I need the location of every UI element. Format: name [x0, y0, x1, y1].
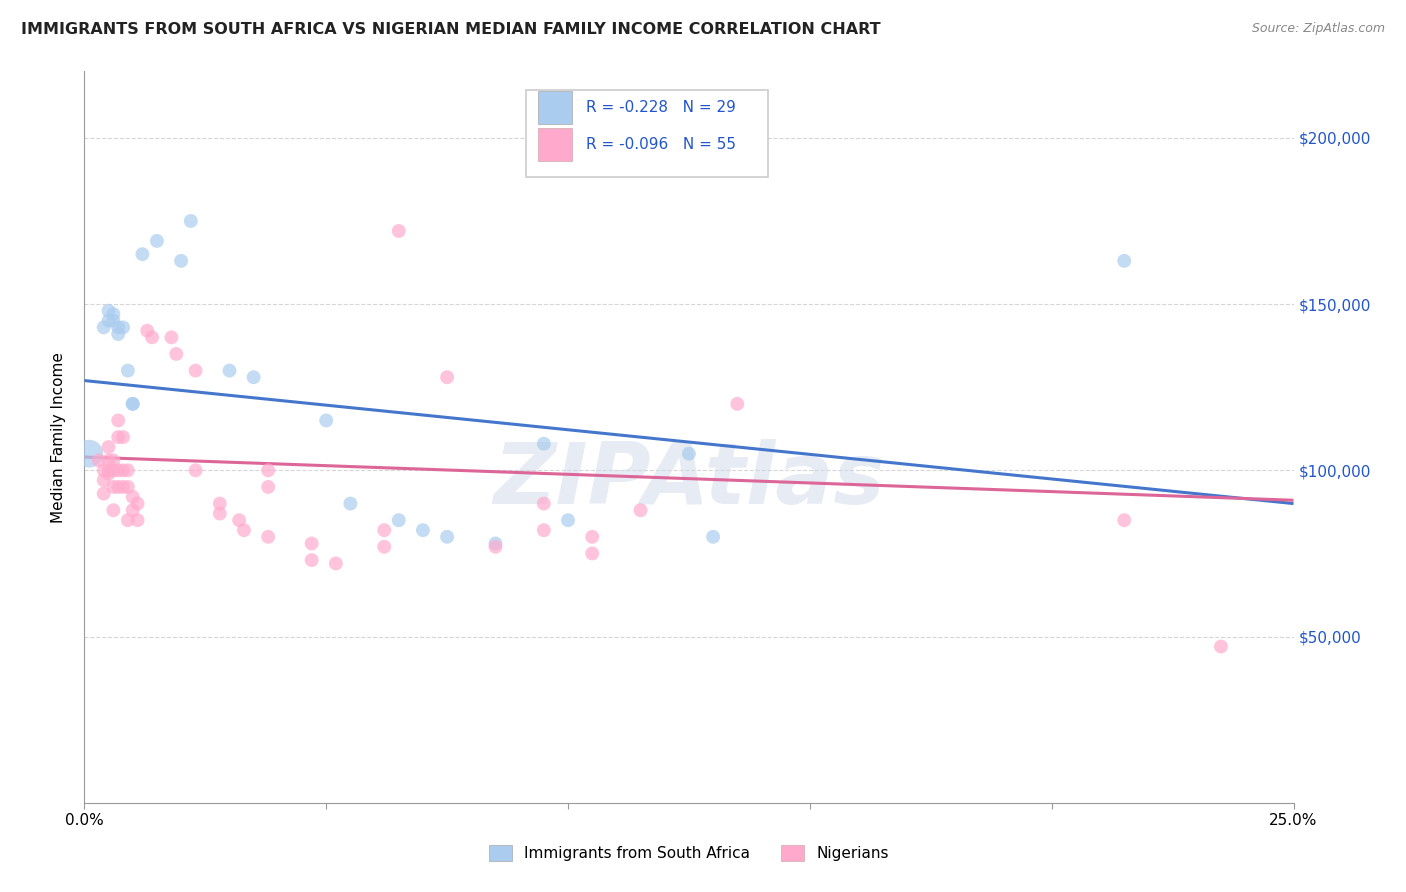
Point [484, 540, 506, 554]
Point [121, 503, 143, 517]
Point [127, 497, 149, 511]
Point [702, 530, 724, 544]
Point [630, 503, 652, 517]
Text: R = -0.096   N = 55: R = -0.096 N = 55 [586, 137, 737, 152]
Point [107, 430, 129, 444]
Point [127, 513, 149, 527]
Point [93, 320, 115, 334]
Point [121, 490, 143, 504]
Point [257, 530, 280, 544]
Point [117, 463, 139, 477]
Point [301, 553, 323, 567]
Point [93, 473, 115, 487]
Point [1114, 253, 1136, 268]
Point [533, 436, 555, 450]
Point [184, 363, 207, 377]
Point [1114, 513, 1136, 527]
Point [141, 330, 163, 344]
Text: ZIPAtlas: ZIPAtlas [494, 440, 884, 523]
Point [97, 463, 120, 477]
Point [218, 363, 240, 377]
Point [121, 397, 143, 411]
Point [184, 463, 207, 477]
Point [117, 513, 139, 527]
Point [112, 463, 135, 477]
Point [436, 370, 458, 384]
Y-axis label: Median Family Income: Median Family Income [51, 351, 66, 523]
Point [533, 523, 555, 537]
Point [97, 467, 120, 481]
Point [208, 507, 231, 521]
Point [107, 463, 129, 477]
Point [208, 497, 231, 511]
Point [131, 247, 153, 261]
Legend: Immigrants from South Africa, Nigerians: Immigrants from South Africa, Nigerians [489, 845, 889, 861]
Text: Source: ZipAtlas.com: Source: ZipAtlas.com [1251, 22, 1385, 36]
Point [257, 480, 280, 494]
Point [373, 523, 395, 537]
Bar [538, 128, 572, 161]
Point [339, 497, 361, 511]
Point [103, 463, 125, 477]
Point [257, 463, 280, 477]
Text: IMMIGRANTS FROM SOUTH AFRICA VS NIGERIAN MEDIAN FAMILY INCOME CORRELATION CHART: IMMIGRANTS FROM SOUTH AFRICA VS NIGERIAN… [21, 22, 880, 37]
Point [103, 453, 125, 467]
Point [103, 480, 125, 494]
Point [388, 224, 411, 238]
Point [117, 480, 139, 494]
Point [388, 513, 411, 527]
Point [180, 214, 202, 228]
Point [436, 530, 458, 544]
Point [165, 347, 187, 361]
Point [107, 326, 129, 341]
Point [146, 234, 169, 248]
Point [107, 480, 129, 494]
Point [412, 523, 434, 537]
Point [103, 314, 125, 328]
Point [484, 536, 506, 550]
Point [112, 430, 135, 444]
Point [233, 523, 256, 537]
Point [112, 320, 135, 334]
Point [725, 397, 748, 411]
Point [121, 397, 143, 411]
Point [87, 453, 110, 467]
FancyBboxPatch shape [526, 90, 768, 178]
Point [103, 503, 125, 517]
Point [97, 440, 120, 454]
Point [581, 530, 603, 544]
Point [373, 540, 395, 554]
Point [315, 413, 337, 427]
Point [557, 513, 579, 527]
Point [160, 330, 183, 344]
Point [77, 447, 100, 461]
Text: R = -0.228   N = 29: R = -0.228 N = 29 [586, 101, 735, 115]
Point [97, 314, 120, 328]
Point [228, 513, 250, 527]
Point [170, 253, 193, 268]
Point [97, 453, 120, 467]
Point [93, 486, 115, 500]
Point [103, 307, 125, 321]
Point [112, 480, 135, 494]
Point [136, 324, 159, 338]
Point [301, 536, 323, 550]
Point [107, 413, 129, 427]
Bar [538, 92, 572, 124]
Point [107, 320, 129, 334]
Point [93, 463, 115, 477]
Point [1209, 640, 1232, 654]
Point [117, 363, 139, 377]
Point [678, 447, 700, 461]
Point [533, 497, 555, 511]
Point [97, 303, 120, 318]
Point [581, 546, 603, 560]
Point [242, 370, 264, 384]
Point [325, 557, 347, 571]
